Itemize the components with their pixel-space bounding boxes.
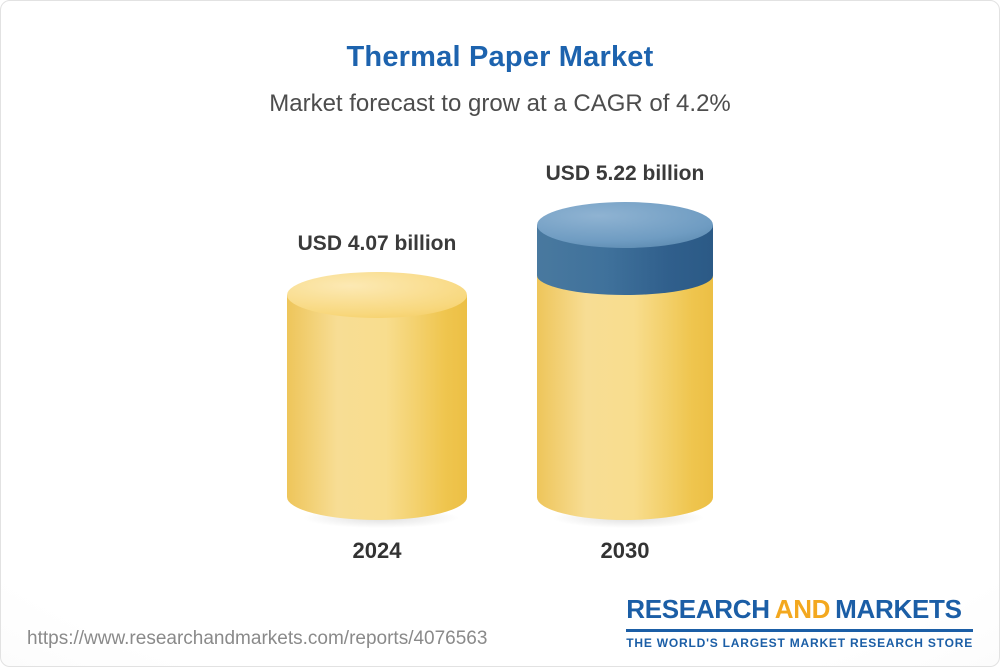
bar-2024-body bbox=[287, 295, 467, 520]
value-label-2030: USD 5.22 billion bbox=[545, 162, 705, 185]
category-label-2024: 2024 bbox=[352, 538, 402, 563]
logo-divider-rule bbox=[626, 629, 973, 632]
bar-2024-top-ellipse bbox=[287, 272, 467, 318]
bar-2030 bbox=[522, 202, 735, 532]
logo-word-markets: MARKETS bbox=[835, 594, 962, 624]
research-and-markets-logo: RESEARCH AND MARKETS THE WORLD'S LARGEST M… bbox=[626, 594, 973, 650]
bar-group-2024: USD 4.07 billion 2024 bbox=[272, 232, 489, 564]
bar-2030-top-ellipse bbox=[537, 202, 713, 248]
logo-wordmark: RESEARCH AND MARKETS bbox=[626, 594, 973, 625]
cylinder-bar-chart: USD 4.07 billion 2024 USD 5.22 billion 2… bbox=[1, 162, 999, 564]
logo-word-and: AND bbox=[774, 594, 831, 624]
report-url-link[interactable]: https://www.researchandmarkets.com/repor… bbox=[27, 628, 488, 649]
footer: https://www.researchandmarkets.com/repor… bbox=[1, 594, 999, 666]
value-label-2024: USD 4.07 billion bbox=[297, 232, 457, 255]
chart-header: Thermal Paper Market Market forecast to … bbox=[1, 1, 999, 118]
bar-2024 bbox=[272, 272, 489, 532]
page-title: Thermal Paper Market bbox=[346, 41, 654, 73]
logo-tagline: THE WORLD'S LARGEST MARKET RESEARCH STOR… bbox=[626, 636, 973, 650]
bar-group-2030: USD 5.22 billion 2030 bbox=[522, 162, 735, 564]
logo-word-research: RESEARCH bbox=[626, 594, 770, 624]
category-label-2030: 2030 bbox=[600, 538, 650, 563]
page-subtitle: Market forecast to grow at a CAGR of 4.2… bbox=[269, 90, 731, 117]
